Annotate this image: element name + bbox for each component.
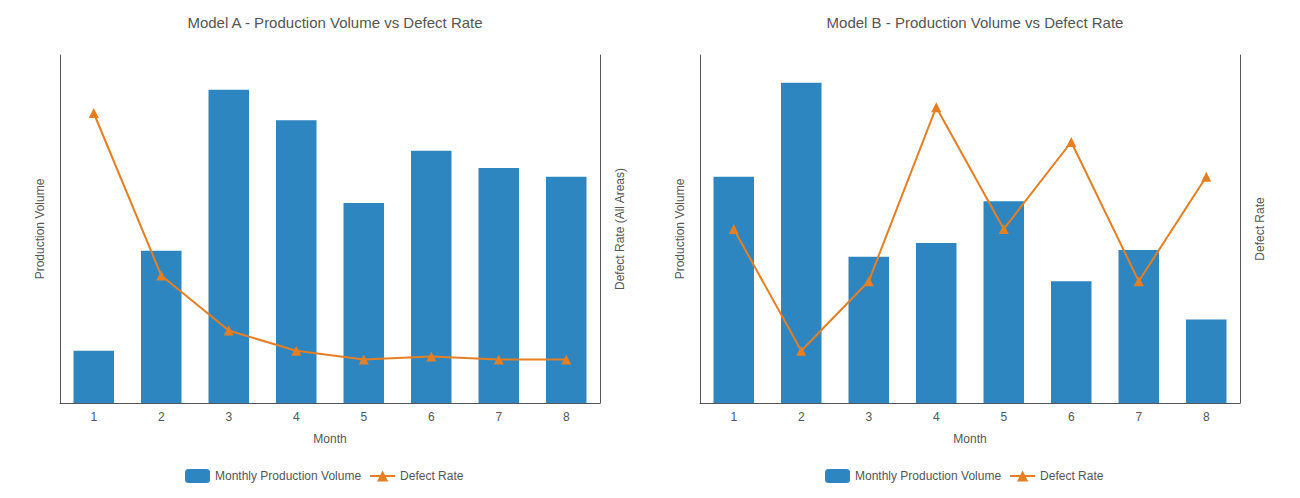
svg-text:8: 8 (563, 410, 570, 424)
svg-text:Production Volume: Production Volume (33, 178, 47, 279)
svg-text:8: 8 (1203, 410, 1210, 424)
svg-text:Defect Rate: Defect Rate (1040, 469, 1104, 483)
svg-text:6: 6 (428, 410, 435, 424)
svg-text:5: 5 (1000, 410, 1007, 424)
svg-text:Monthly Production Volume: Monthly Production Volume (855, 469, 1001, 483)
svg-text:Month: Month (953, 432, 986, 446)
svg-text:Defect Rate (All Areas): Defect Rate (All Areas) (613, 168, 627, 290)
svg-text:4: 4 (293, 410, 300, 424)
svg-text:1: 1 (90, 410, 97, 424)
svg-text:Production Volume: Production Volume (673, 178, 687, 279)
svg-text:2: 2 (158, 410, 165, 424)
svg-text:6: 6 (1068, 410, 1075, 424)
svg-text:Model B - Production Volume vs: Model B - Production Volume vs Defect Ra… (827, 14, 1124, 31)
svg-text:Defect Rate: Defect Rate (1253, 197, 1267, 261)
svg-text:2: 2 (798, 410, 805, 424)
svg-text:Defect Rate: Defect Rate (400, 469, 464, 483)
svg-text:Monthly Production Volume: Monthly Production Volume (215, 469, 361, 483)
svg-text:7: 7 (495, 410, 502, 424)
svg-text:4: 4 (933, 410, 940, 424)
svg-text:3: 3 (865, 410, 872, 424)
svg-text:7: 7 (1135, 410, 1142, 424)
svg-text:1: 1 (730, 410, 737, 424)
svg-text:3: 3 (225, 410, 232, 424)
svg-text:Month: Month (313, 432, 346, 446)
svg-text:5: 5 (360, 410, 367, 424)
svg-text:Model A - Production Volume vs: Model A - Production Volume vs Defect Ra… (187, 14, 482, 31)
